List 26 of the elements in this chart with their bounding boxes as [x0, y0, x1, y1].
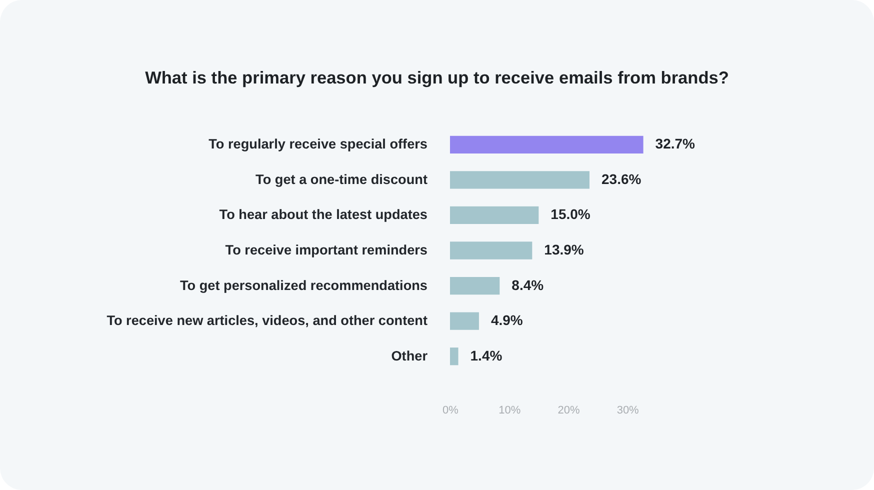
- data-label: 23.6%: [602, 170, 642, 187]
- y-tick-label: To get personalized recommendations: [180, 278, 428, 293]
- x-tick-label: 10%: [498, 404, 521, 416]
- bar: [450, 206, 539, 224]
- data-label: 32.7%: [655, 136, 696, 152]
- bar: [450, 242, 532, 260]
- y-tick-label: To get a one-time discount: [256, 172, 428, 187]
- y-tick-label: To regularly receive special offers: [208, 136, 428, 152]
- bar: [450, 312, 479, 330]
- data-label: 13.9%: [544, 242, 584, 258]
- bar: [450, 136, 644, 154]
- y-tick-label: To hear about the latest updates: [219, 207, 428, 222]
- x-tick-label: 30%: [616, 404, 640, 416]
- data-label: 4.9%: [490, 312, 524, 328]
- bar: [450, 171, 590, 189]
- data-label: 15.0%: [550, 206, 591, 222]
- data-label: 8.4%: [512, 276, 544, 293]
- x-tick-label: 0%: [442, 404, 459, 416]
- y-tick-label: To receive important reminders: [225, 242, 428, 258]
- y-tick-label: Other: [391, 348, 428, 364]
- x-tick-label: 20%: [558, 404, 580, 416]
- y-tick-label: To receive new articles, videos, and other content: [106, 313, 428, 328]
- chart-title: What is the primary reason you sign up to receive emails from brands?: [145, 68, 729, 88]
- data-label: 1.4%: [470, 347, 503, 364]
- bar: [450, 348, 458, 366]
- bar: [450, 276, 500, 295]
